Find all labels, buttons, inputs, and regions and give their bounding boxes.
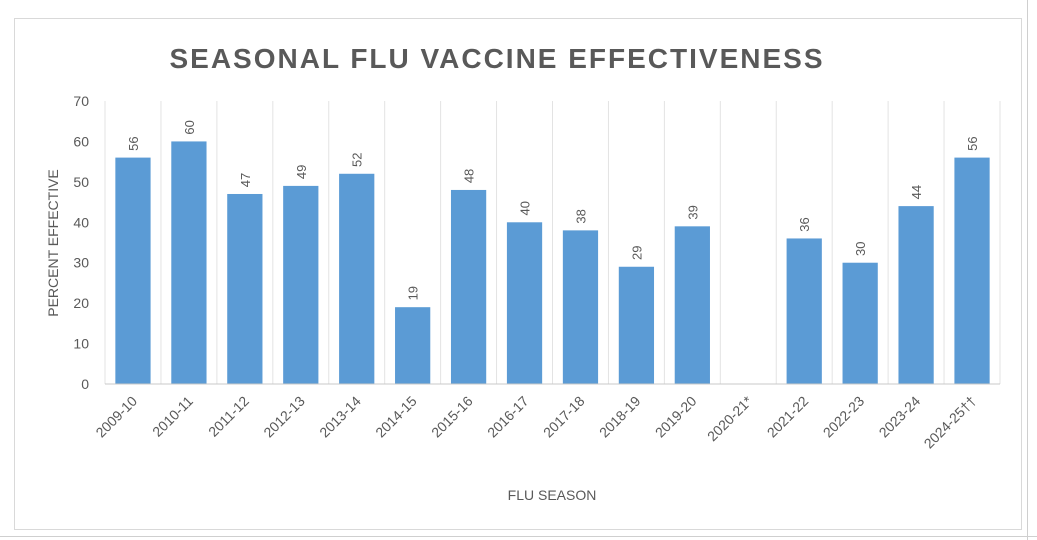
x-tick-label: 2018-19 [596,393,644,441]
x-tick-label: 2015-16 [428,393,476,441]
y-tick-label: 50 [73,174,89,190]
x-tick-label: 2009-10 [92,393,140,441]
data-label: 19 [406,286,421,300]
data-label: 60 [182,120,197,134]
data-label: 47 [238,173,253,187]
y-axis-title: PERCENT EFFECTIVE [45,169,61,317]
y-axis: 0 10 20 30 40 50 60 70 [73,93,89,392]
bar [450,189,487,384]
x-tick-label: 2016-17 [484,393,532,441]
data-label: 29 [629,246,644,260]
y-tick-label: 30 [73,255,89,271]
bar [115,157,151,384]
bar [898,206,934,384]
data-label: 56 [126,136,141,150]
data-label: 49 [294,165,309,179]
data-label: 40 [518,201,533,215]
chart-title: SEASONAL FLU VACCINE EFFECTIVENESS [169,43,824,74]
y-tick-label: 70 [73,93,89,109]
x-tick-label: 2020-21* [704,392,756,444]
x-tick-label: 2013-14 [316,393,364,441]
grid [104,101,1001,384]
x-tick-label: 2010-11 [149,393,196,440]
x-tick-label: 2023-24 [876,393,924,441]
x-tick-label: 2014-15 [372,393,420,441]
x-axis: 2009-10 2010-11 2011-12 2012-13 2013-14 2014-… [92,383,1000,452]
x-tick-label: 2024-25†† [920,393,979,452]
bar [227,193,263,384]
data-label: 36 [797,217,812,231]
data-label: 52 [350,153,365,167]
y-tick-label: 0 [81,376,89,392]
bar [171,141,207,384]
bar [339,173,375,384]
x-tick-label: 2019-20 [652,393,700,441]
y-tick-label: 40 [73,214,89,230]
x-tick-label: 2022-23 [820,393,868,441]
bar [395,307,431,384]
x-tick-label: 2021-22 [764,393,812,441]
bar [954,157,990,384]
x-tick-label: 2012-13 [260,393,308,441]
y-tick-label: 20 [73,295,89,311]
x-axis-title: FLU SEASON [508,487,597,503]
x-tick-label: 2011-12 [205,393,252,440]
data-label: 39 [685,205,700,219]
data-labels: 56 60 47 49 52 19 48 40 38 29 39 36 30 44 56 [126,120,980,300]
bar [562,230,599,384]
bars [115,141,990,384]
bar [283,185,319,384]
bar [506,222,543,384]
bar [618,266,655,384]
x-tick-label: 2017-18 [540,393,588,441]
window-edge [1027,0,1028,540]
data-label: 48 [462,169,477,183]
bar [842,262,878,384]
y-tick-label: 10 [73,336,89,352]
data-label: 56 [965,136,980,150]
bar [674,226,710,384]
data-label: 38 [573,209,588,223]
window-edge [0,536,1037,537]
data-label: 44 [909,185,924,199]
data-label: 30 [853,241,868,255]
y-tick-label: 60 [73,133,89,149]
bar [786,238,822,384]
